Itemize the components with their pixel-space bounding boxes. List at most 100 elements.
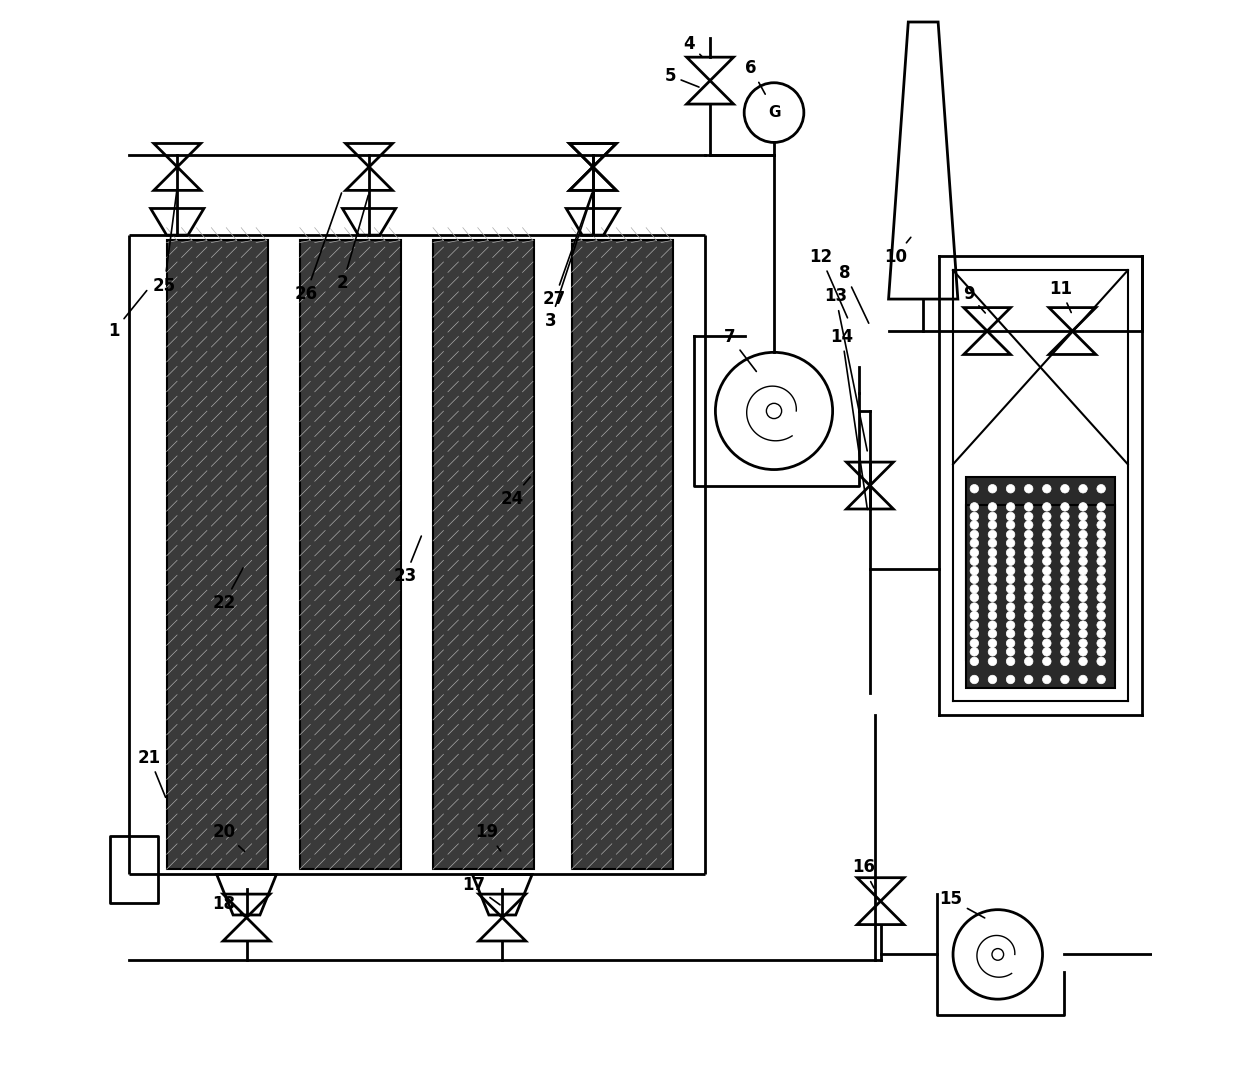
Circle shape [1061,512,1069,521]
Circle shape [970,675,979,684]
Circle shape [1061,621,1069,630]
Circle shape [1025,630,1033,638]
Circle shape [1006,585,1015,593]
Circle shape [1097,512,1105,521]
Circle shape [1042,593,1051,602]
Circle shape [1025,557,1033,566]
Bar [966,477,1115,660]
Circle shape [1042,567,1051,575]
Text: 15: 15 [939,890,985,918]
Circle shape [1006,575,1015,584]
Circle shape [1097,503,1105,511]
Circle shape [970,630,979,638]
Circle shape [1061,639,1069,648]
Circle shape [1006,539,1015,547]
Circle shape [1061,675,1069,684]
Circle shape [1097,548,1105,557]
Circle shape [1079,503,1088,511]
Bar [966,505,1115,688]
Circle shape [970,621,979,630]
Circle shape [989,575,996,584]
Circle shape [1079,548,1088,557]
Circle shape [1025,530,1033,539]
Circle shape [989,611,996,620]
Text: 7: 7 [724,328,756,371]
Text: 2: 2 [337,195,368,292]
Circle shape [970,557,979,566]
Circle shape [1006,593,1015,602]
Text: 27: 27 [543,193,592,308]
Circle shape [1061,557,1069,566]
Text: 26: 26 [295,193,342,303]
Circle shape [1042,585,1051,593]
Circle shape [1079,611,1088,620]
Circle shape [989,512,996,521]
Circle shape [1061,603,1069,611]
Circle shape [1042,675,1051,684]
Circle shape [1079,630,1088,638]
Text: 16: 16 [851,858,875,888]
Circle shape [1097,530,1105,539]
Circle shape [970,603,979,611]
Circle shape [1079,575,1088,584]
Circle shape [1061,611,1069,620]
Circle shape [1061,585,1069,593]
Circle shape [989,639,996,648]
Circle shape [989,539,996,547]
Text: 14: 14 [830,328,867,509]
Circle shape [970,521,979,529]
Circle shape [1079,585,1088,593]
Circle shape [970,548,979,557]
Circle shape [970,539,979,547]
Text: 1: 1 [108,290,146,340]
Bar [300,240,401,870]
Circle shape [970,593,979,602]
Circle shape [1079,657,1088,666]
Text: 25: 25 [152,190,177,294]
Circle shape [1042,657,1051,666]
Circle shape [989,567,996,575]
Circle shape [989,585,996,593]
Circle shape [1042,530,1051,539]
Circle shape [1061,530,1069,539]
Circle shape [1042,603,1051,611]
Circle shape [1097,567,1105,575]
Circle shape [1079,675,1088,684]
Circle shape [1079,539,1088,547]
Circle shape [1006,484,1015,493]
Circle shape [1025,639,1033,648]
Circle shape [1061,593,1069,602]
Circle shape [1006,630,1015,638]
Circle shape [1006,648,1015,656]
Circle shape [1042,611,1051,620]
Circle shape [970,639,979,648]
Circle shape [1079,530,1088,539]
Circle shape [1042,621,1051,630]
Circle shape [970,484,979,493]
Circle shape [1042,503,1051,511]
Text: 23: 23 [394,536,421,586]
Circle shape [1079,603,1088,611]
Text: 8: 8 [839,264,869,323]
Circle shape [1042,557,1051,566]
Circle shape [1097,539,1105,547]
Circle shape [989,548,996,557]
Circle shape [1025,593,1033,602]
Circle shape [970,657,979,666]
Circle shape [1097,648,1105,656]
Circle shape [1042,512,1051,521]
Circle shape [1025,521,1033,529]
Text: 9: 9 [963,285,985,313]
Circle shape [1042,521,1051,529]
Circle shape [1006,603,1015,611]
Circle shape [1097,657,1105,666]
Circle shape [1061,539,1069,547]
Circle shape [1097,621,1105,630]
Circle shape [1025,548,1033,557]
Circle shape [1025,567,1033,575]
Text: 6: 6 [745,59,766,94]
Circle shape [1006,657,1015,666]
Bar [571,240,673,870]
Circle shape [1061,575,1069,584]
Circle shape [970,567,979,575]
